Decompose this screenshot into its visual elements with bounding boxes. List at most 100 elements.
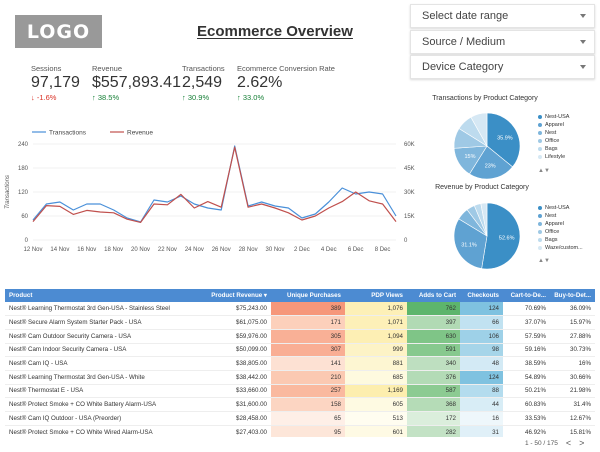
kpi-delta: ↑ 30.9% <box>182 93 210 102</box>
legend-label: Bags <box>545 237 558 243</box>
legend-item: Nest-USA <box>538 204 583 212</box>
previous-page-button[interactable]: < <box>565 438 572 448</box>
cell-pdp-views: 1,169 <box>345 384 407 399</box>
kpi-delta: ↑ 33.0% <box>237 93 265 102</box>
cell-product-revenue: $38,805.00 <box>175 356 271 371</box>
cell-unique-purchases: 257 <box>271 384 345 399</box>
table-row[interactable]: Nest® Protect Smoke + CO White Battery A… <box>5 397 595 412</box>
kpi-delta: ↑ 38.5% <box>92 93 120 102</box>
legend-item: Lifestyle <box>538 153 569 161</box>
y-right-tick-label: 45K <box>404 166 415 172</box>
table-row[interactable]: Nest® Cam Indoor Security Camera - USA $5… <box>5 343 595 358</box>
cell-buy-to-detail: 30.66% <box>550 370 595 385</box>
cell-cart-to-detail: 46.92% <box>503 425 550 437</box>
pie-legend-revenue: Nest-USA Nest Apparel Office Bags Waze/custom… <box>538 204 583 252</box>
column-header-cart-to-detail[interactable]: Cart-to-De... <box>503 289 550 302</box>
pie-title-transactions: Transactions by Product Category <box>432 95 538 102</box>
table-row[interactable]: Nest® Protect Smoke + CO White Wired Ala… <box>5 425 595 437</box>
column-header-product-revenue[interactable]: Product Revenue <box>175 289 271 302</box>
table-row[interactable]: Nest® Learning Thermostat 3rd Gen-USA - … <box>5 370 595 385</box>
table-row[interactable]: Nest® Cam IQ - USA $38,805.00 141 881 340 48 3… <box>5 356 595 371</box>
legend-dot-icon <box>538 123 542 127</box>
cell-buy-to-detail: 16% <box>550 356 595 371</box>
legend-item: Office <box>538 137 569 145</box>
cell-adds-to-cart: 368 <box>407 397 460 412</box>
cell-adds-to-cart: 172 <box>407 411 460 426</box>
next-page-button[interactable]: > <box>579 438 585 448</box>
cell-unique-purchases: 210 <box>271 370 345 385</box>
revenue-pie-chart: 52.6% 31.1% <box>453 202 521 270</box>
table-row[interactable]: Nest® Thermostat E - USA $33,660.00 257 1,1… <box>5 384 595 399</box>
x-tick-label: 12 Nov <box>23 247 42 253</box>
cell-adds-to-cart: 587 <box>407 384 460 399</box>
cell-buy-to-detail: 15.81% <box>550 425 595 437</box>
column-header-adds-to-cart[interactable]: Adds to Cart <box>407 289 460 302</box>
x-tick-label: 14 Nov <box>50 247 69 253</box>
cell-cart-to-detail: 54.89% <box>503 370 550 385</box>
x-tick-label: 16 Nov <box>77 247 96 253</box>
cell-product: Nest® Secure Alarm System Starter Pack -… <box>5 315 175 330</box>
legend-item: Bags <box>538 145 569 153</box>
cell-cart-to-detail: 60.83% <box>503 397 550 412</box>
arrow-up-icon: ↑ <box>237 93 241 102</box>
device-category-filter[interactable]: Device Category <box>410 55 595 79</box>
column-header-checkouts[interactable]: Checkouts <box>460 289 503 302</box>
legend-item: Nest-USA <box>538 113 569 121</box>
pie-slice-label: 52.6% <box>499 236 515 242</box>
legend-dot-icon <box>538 139 542 143</box>
cell-checkouts: 48 <box>460 356 503 371</box>
legend-label: Nest <box>545 130 557 136</box>
legend-pager[interactable]: ▲▼ <box>538 258 550 264</box>
table-row[interactable]: Nest® Cam IQ Outdoor - USA (Preorder) $28… <box>5 411 595 426</box>
cell-checkouts: 124 <box>460 302 503 317</box>
legend-item: Office <box>538 228 583 236</box>
date-range-filter[interactable]: Select date range <box>410 4 595 28</box>
column-header-buy-to-detail[interactable]: Buy-to-Det... <box>550 289 595 302</box>
kpi-label: Sessions <box>31 64 62 73</box>
legend-dot-icon <box>538 115 542 119</box>
legend-label: Office <box>545 138 560 144</box>
product-table: Product Product Revenue Unique Purchases… <box>5 289 595 437</box>
cell-cart-to-detail: 50.21% <box>503 384 550 399</box>
legend-dot-icon <box>538 131 542 135</box>
x-tick-label: 30 Nov <box>265 247 284 253</box>
legend-item: Nest <box>538 129 569 137</box>
table-row[interactable]: Nest® Secure Alarm System Starter Pack -… <box>5 315 595 330</box>
cell-cart-to-detail: 59.16% <box>503 343 550 358</box>
kpi-value: $557,893.41 <box>92 74 181 91</box>
column-header-unique-purchases[interactable]: Unique Purchases <box>271 289 345 302</box>
legend-item: Bags <box>538 236 583 244</box>
arrow-up-icon: ↑ <box>92 93 96 102</box>
y-left-tick-label: 0 <box>25 238 29 244</box>
column-header-pdp-views[interactable]: PDP Views <box>345 289 407 302</box>
chevron-down-icon <box>580 40 586 44</box>
arrow-down-icon: ↓ <box>31 93 35 102</box>
kpi-value: 2.62% <box>237 74 283 91</box>
page-title: Ecommerce Overview <box>197 23 353 40</box>
table-row[interactable]: Nest® Learning Thermostat 3rd Gen-USA - … <box>5 302 595 317</box>
cell-product-revenue: $27,403.00 <box>175 425 271 437</box>
legend-pager[interactable]: ▲▼ <box>538 168 550 174</box>
cell-checkouts: 16 <box>460 411 503 426</box>
y-axis-label: Transactions <box>5 175 11 209</box>
kpi-label: Transactions <box>182 64 225 73</box>
y-right-tick-label: 60K <box>404 142 415 148</box>
cell-adds-to-cart: 591 <box>407 343 460 358</box>
legend-label: Lifestyle <box>545 154 566 160</box>
table-row[interactable]: Nest® Cam Outdoor Security Camera - USA $… <box>5 329 595 344</box>
kpi-label: Ecommerce Conversion Rate <box>237 64 335 73</box>
cell-product: Nest® Thermostat E - USA <box>5 384 175 399</box>
cell-pdp-views: 999 <box>345 343 407 358</box>
y-right-tick-label: 15K <box>404 214 415 220</box>
legend-label: Apparel <box>545 221 564 227</box>
cell-product: Nest® Protect Smoke + CO White Battery A… <box>5 397 175 412</box>
legend-item: Apparel <box>538 220 583 228</box>
pie-legend-transactions: Nest-USA Apparel Nest Office Bags Lifestyle <box>538 113 569 161</box>
y-left-tick-label: 240 <box>18 142 29 148</box>
x-tick-label: 20 Nov <box>131 247 150 253</box>
source-medium-filter[interactable]: Source / Medium <box>410 30 595 54</box>
cell-cart-to-detail: 33.53% <box>503 411 550 426</box>
column-header-product[interactable]: Product <box>5 289 175 302</box>
kpi-label: Revenue <box>92 64 123 73</box>
